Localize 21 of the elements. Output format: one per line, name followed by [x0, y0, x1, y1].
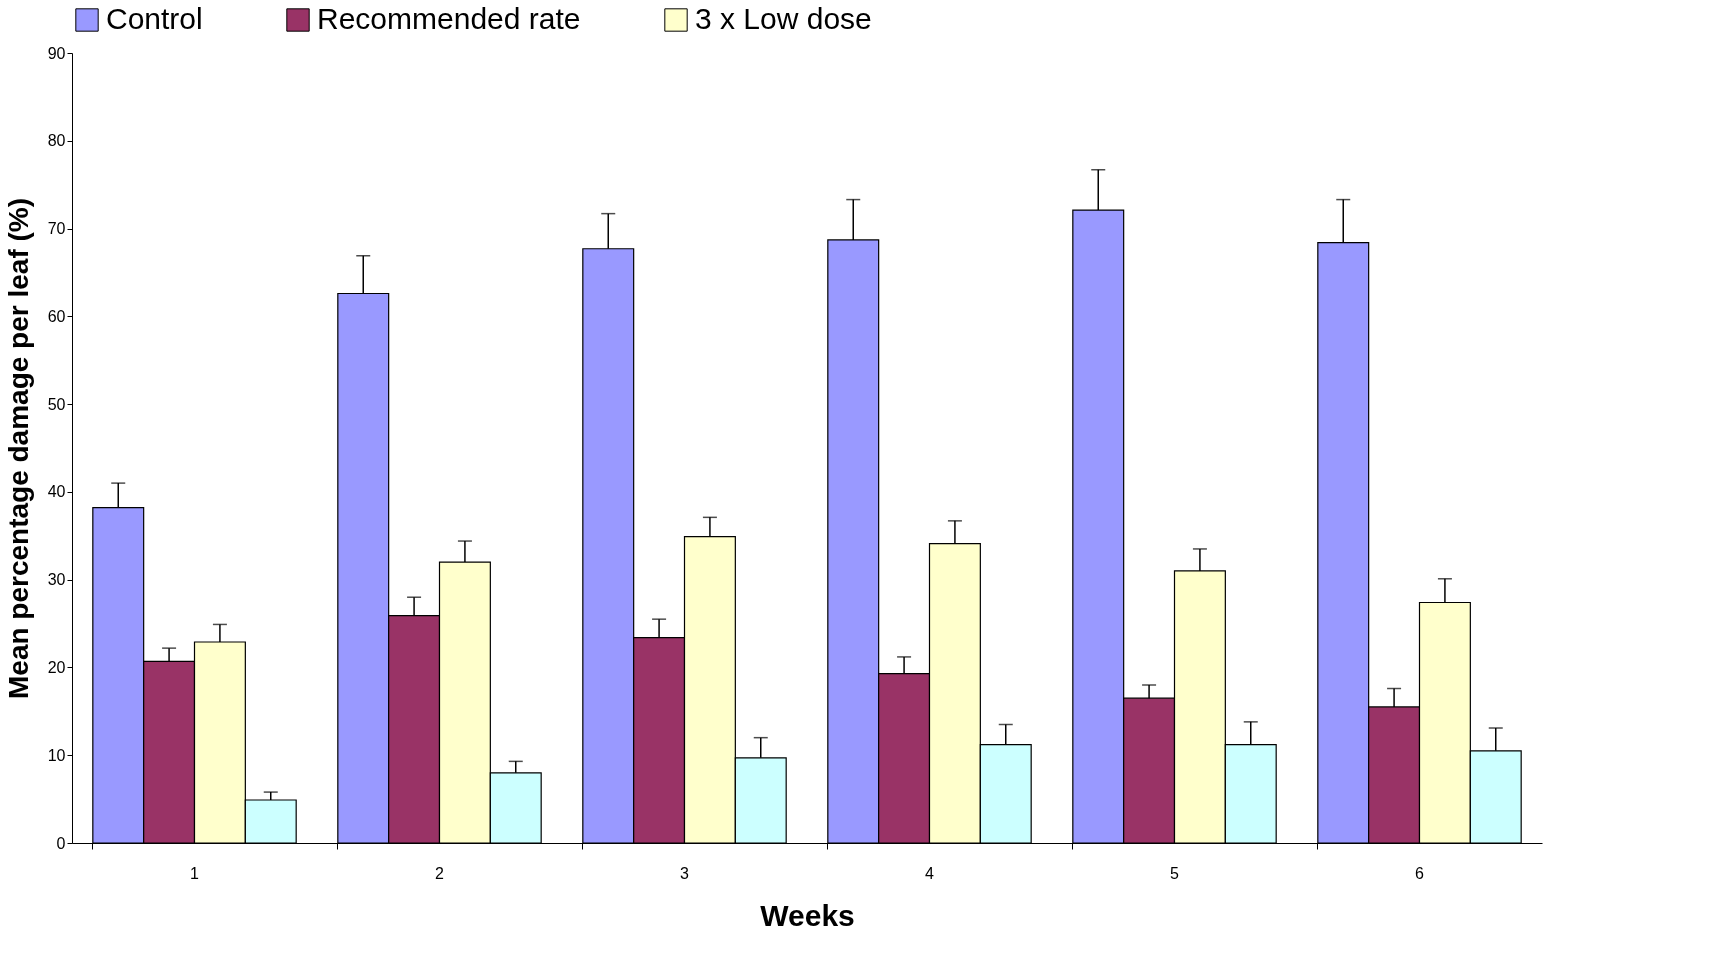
y-tick-label: 60	[47, 307, 66, 325]
x-axis-title: Weeks	[760, 898, 855, 932]
y-tick-label: 50	[47, 395, 66, 413]
y-tick-label: 80	[47, 132, 66, 150]
y-tick-label: 90	[47, 44, 66, 62]
legend-label: 3 x Low dose	[695, 2, 872, 35]
y-axis-title: Mean percentage damage per leaf (%)	[2, 197, 34, 700]
x-tick-label: 1	[190, 864, 200, 882]
legend-label: Recommended rate	[317, 2, 581, 35]
y-tick-label: 70	[47, 220, 66, 238]
x-tick-label: 5	[1170, 864, 1180, 882]
y-tick-label: 40	[47, 483, 66, 501]
y-tick-label: 0	[56, 834, 66, 852]
y-tick-label: 20	[47, 658, 66, 676]
x-tick-label: 3	[680, 864, 690, 882]
legend-label: Control	[106, 2, 203, 35]
y-tick-label: 30	[47, 571, 66, 589]
x-tick-label: 2	[435, 864, 445, 882]
y-tick-label: 10	[47, 746, 66, 764]
x-tick-label: 6	[1415, 864, 1425, 882]
x-tick-label: 4	[925, 864, 935, 882]
